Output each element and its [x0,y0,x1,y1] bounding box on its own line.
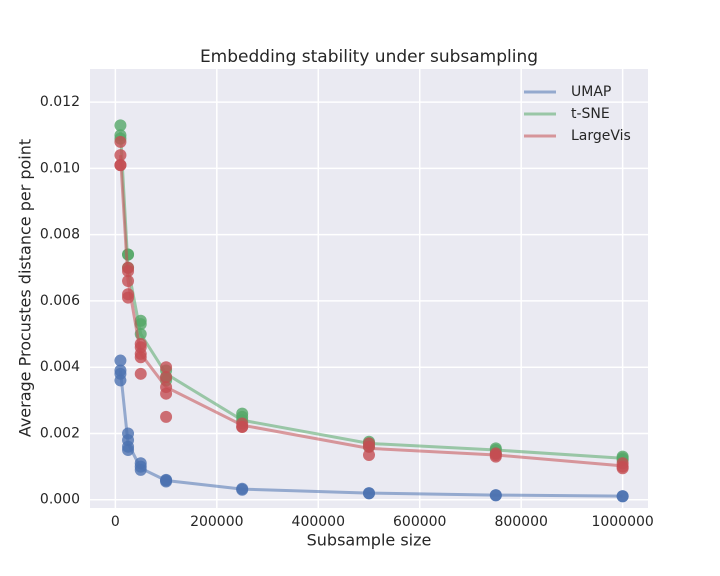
y-tick-label: 0.000 [40,492,80,508]
x-tick-label: 1000000 [591,514,653,530]
sample-point [160,475,173,488]
sample-point [114,374,127,387]
x-tick-label: 0 [111,514,120,530]
sample-point [160,361,173,374]
sample-point [114,159,127,172]
sample-point [114,119,127,132]
sample-point [114,149,127,162]
sample-point [616,462,629,475]
x-tick-label: 200000 [190,514,243,530]
sample-point [134,367,147,380]
sample-point [160,387,173,400]
y-tick-label: 0.006 [40,293,80,309]
sample-point [122,265,135,278]
sample-point [114,135,127,148]
plot-area [90,69,648,508]
y-tick-label: 0.002 [40,425,80,441]
y-tick-label: 0.010 [40,160,80,176]
sample-point [160,410,173,423]
sample-point [616,490,629,503]
chart-title: Embedding stability under subsampling [200,47,538,67]
sample-point [363,487,375,500]
sample-point [114,354,127,367]
legend-label: LargeVis [571,128,631,144]
sample-point [122,275,135,288]
sample-point [489,450,502,463]
sample-point [134,351,147,364]
x-tick-label: 400000 [292,514,345,530]
sample-point [134,463,147,476]
y-tick-label: 0.004 [40,359,80,375]
sample-point [363,440,375,453]
x-tick-label: 600000 [393,514,446,530]
legend-label: t-SNE [571,106,610,122]
sample-point [236,420,249,433]
y-tick-label: 0.012 [40,94,80,110]
y-tick-label: 0.008 [40,227,80,243]
sample-point [363,448,375,461]
sample-point [122,291,135,304]
sample-point [489,489,502,502]
sample-point [236,483,249,496]
x-tick-label: 800000 [494,514,547,530]
sample-point [160,371,173,384]
sample-point [122,444,135,457]
x-axis-label: Subsample size [307,531,432,550]
legend-label: UMAP [571,84,611,100]
y-axis-label: Average Procustes distance per point [16,139,35,437]
sample-point [134,318,147,331]
